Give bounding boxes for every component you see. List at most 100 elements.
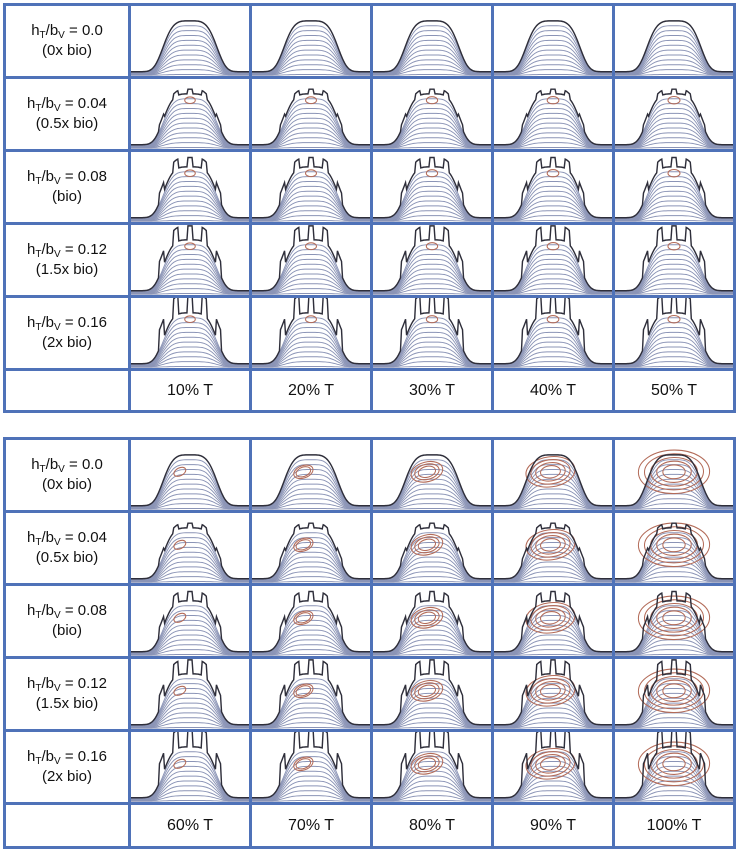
streamline	[132, 478, 248, 508]
streamline	[374, 69, 490, 75]
villus-plot-svg	[253, 454, 369, 509]
streamline	[374, 683, 490, 726]
vortex-contour	[667, 241, 681, 251]
flow-plot	[612, 437, 736, 513]
streamline	[616, 249, 732, 292]
streamline	[374, 537, 490, 580]
vortex-contour	[656, 679, 692, 702]
villus-edge	[495, 156, 611, 219]
vortex-contour	[414, 682, 440, 700]
streamline	[253, 697, 369, 727]
villus-plot-svg	[495, 156, 611, 221]
streamline	[253, 268, 369, 294]
vortex-contour	[305, 315, 317, 324]
vortex-contour	[425, 242, 439, 251]
vortex-contour	[546, 315, 560, 324]
streamline	[253, 59, 369, 75]
streamline	[374, 35, 490, 74]
vortex-contour	[295, 758, 312, 770]
streamline	[132, 117, 248, 147]
vortex-contour	[414, 463, 440, 481]
streamline	[616, 503, 732, 509]
streamline	[616, 322, 732, 365]
streamline	[253, 283, 369, 294]
villus-plot-svg	[495, 88, 611, 148]
vortex-contour	[417, 538, 437, 552]
villus-edge	[132, 88, 248, 146]
streamline	[374, 561, 490, 582]
streamline	[132, 785, 248, 801]
vortex-contour	[184, 315, 196, 324]
streamline	[374, 103, 490, 146]
flow-plot	[612, 656, 736, 732]
grid-row: hT/bV = 0.0 (0x bio)	[3, 437, 736, 513]
villus-edge	[374, 156, 490, 219]
streamline	[253, 761, 369, 800]
vortex-contour	[530, 459, 571, 485]
flow-plot	[491, 510, 615, 586]
flow-plot	[491, 729, 615, 805]
vortex-contour	[305, 96, 317, 105]
streamline	[132, 775, 248, 801]
streamline	[495, 346, 611, 367]
streamline	[132, 195, 248, 221]
streamline	[495, 69, 611, 75]
vortex-contour	[293, 464, 314, 480]
streamline	[616, 756, 732, 799]
streamline	[374, 361, 490, 367]
streamline	[616, 327, 732, 366]
streamline	[253, 542, 369, 581]
villus-edge	[374, 20, 490, 73]
streamline	[132, 278, 248, 294]
streamline	[132, 346, 248, 367]
streamline	[132, 707, 248, 728]
vortex-contour	[425, 96, 439, 105]
villus-edge	[616, 156, 732, 219]
streamline	[374, 268, 490, 294]
streamline	[132, 59, 248, 75]
streamline	[616, 356, 732, 367]
vortex-contour	[417, 757, 437, 771]
streamline	[616, 717, 732, 728]
flow-plot	[249, 3, 373, 79]
streamline	[132, 644, 248, 655]
streamline	[616, 561, 732, 582]
vortex-contour	[295, 539, 312, 551]
flow-plot	[612, 510, 736, 586]
streamline	[495, 361, 611, 367]
streamline	[253, 561, 369, 582]
streamline	[253, 351, 369, 367]
streamline	[495, 122, 611, 148]
streamline	[132, 503, 248, 509]
flow-plot	[491, 3, 615, 79]
streamline	[616, 268, 732, 294]
streamline	[616, 205, 732, 221]
streamline	[495, 210, 611, 221]
vortex-contour	[410, 533, 444, 556]
streamline	[616, 122, 732, 148]
flow-plot	[370, 222, 494, 298]
flow-plot	[128, 149, 252, 225]
villus-plot-svg	[495, 733, 611, 801]
villus-edge	[253, 88, 369, 146]
flow-plot	[491, 656, 615, 732]
streamline	[616, 273, 732, 294]
streamline	[616, 629, 732, 655]
villus-edge	[253, 733, 369, 799]
villus-edge	[495, 226, 611, 292]
bio-label: (2x bio)	[41, 768, 93, 785]
villus-edge	[253, 660, 369, 726]
vortex-contour	[295, 612, 312, 624]
villus-plot-svg	[132, 88, 248, 148]
villus-edge	[253, 299, 369, 365]
streamline	[616, 464, 732, 507]
streamline	[374, 30, 490, 73]
streamline	[132, 722, 248, 728]
streamline	[253, 702, 369, 728]
vortex-contour	[540, 757, 561, 771]
streamline	[495, 322, 611, 365]
column-label: 10% T	[128, 368, 252, 413]
row-label: hT/bV = 0.08 (bio)	[3, 149, 131, 225]
streamline	[495, 341, 611, 367]
streamline	[374, 44, 490, 74]
